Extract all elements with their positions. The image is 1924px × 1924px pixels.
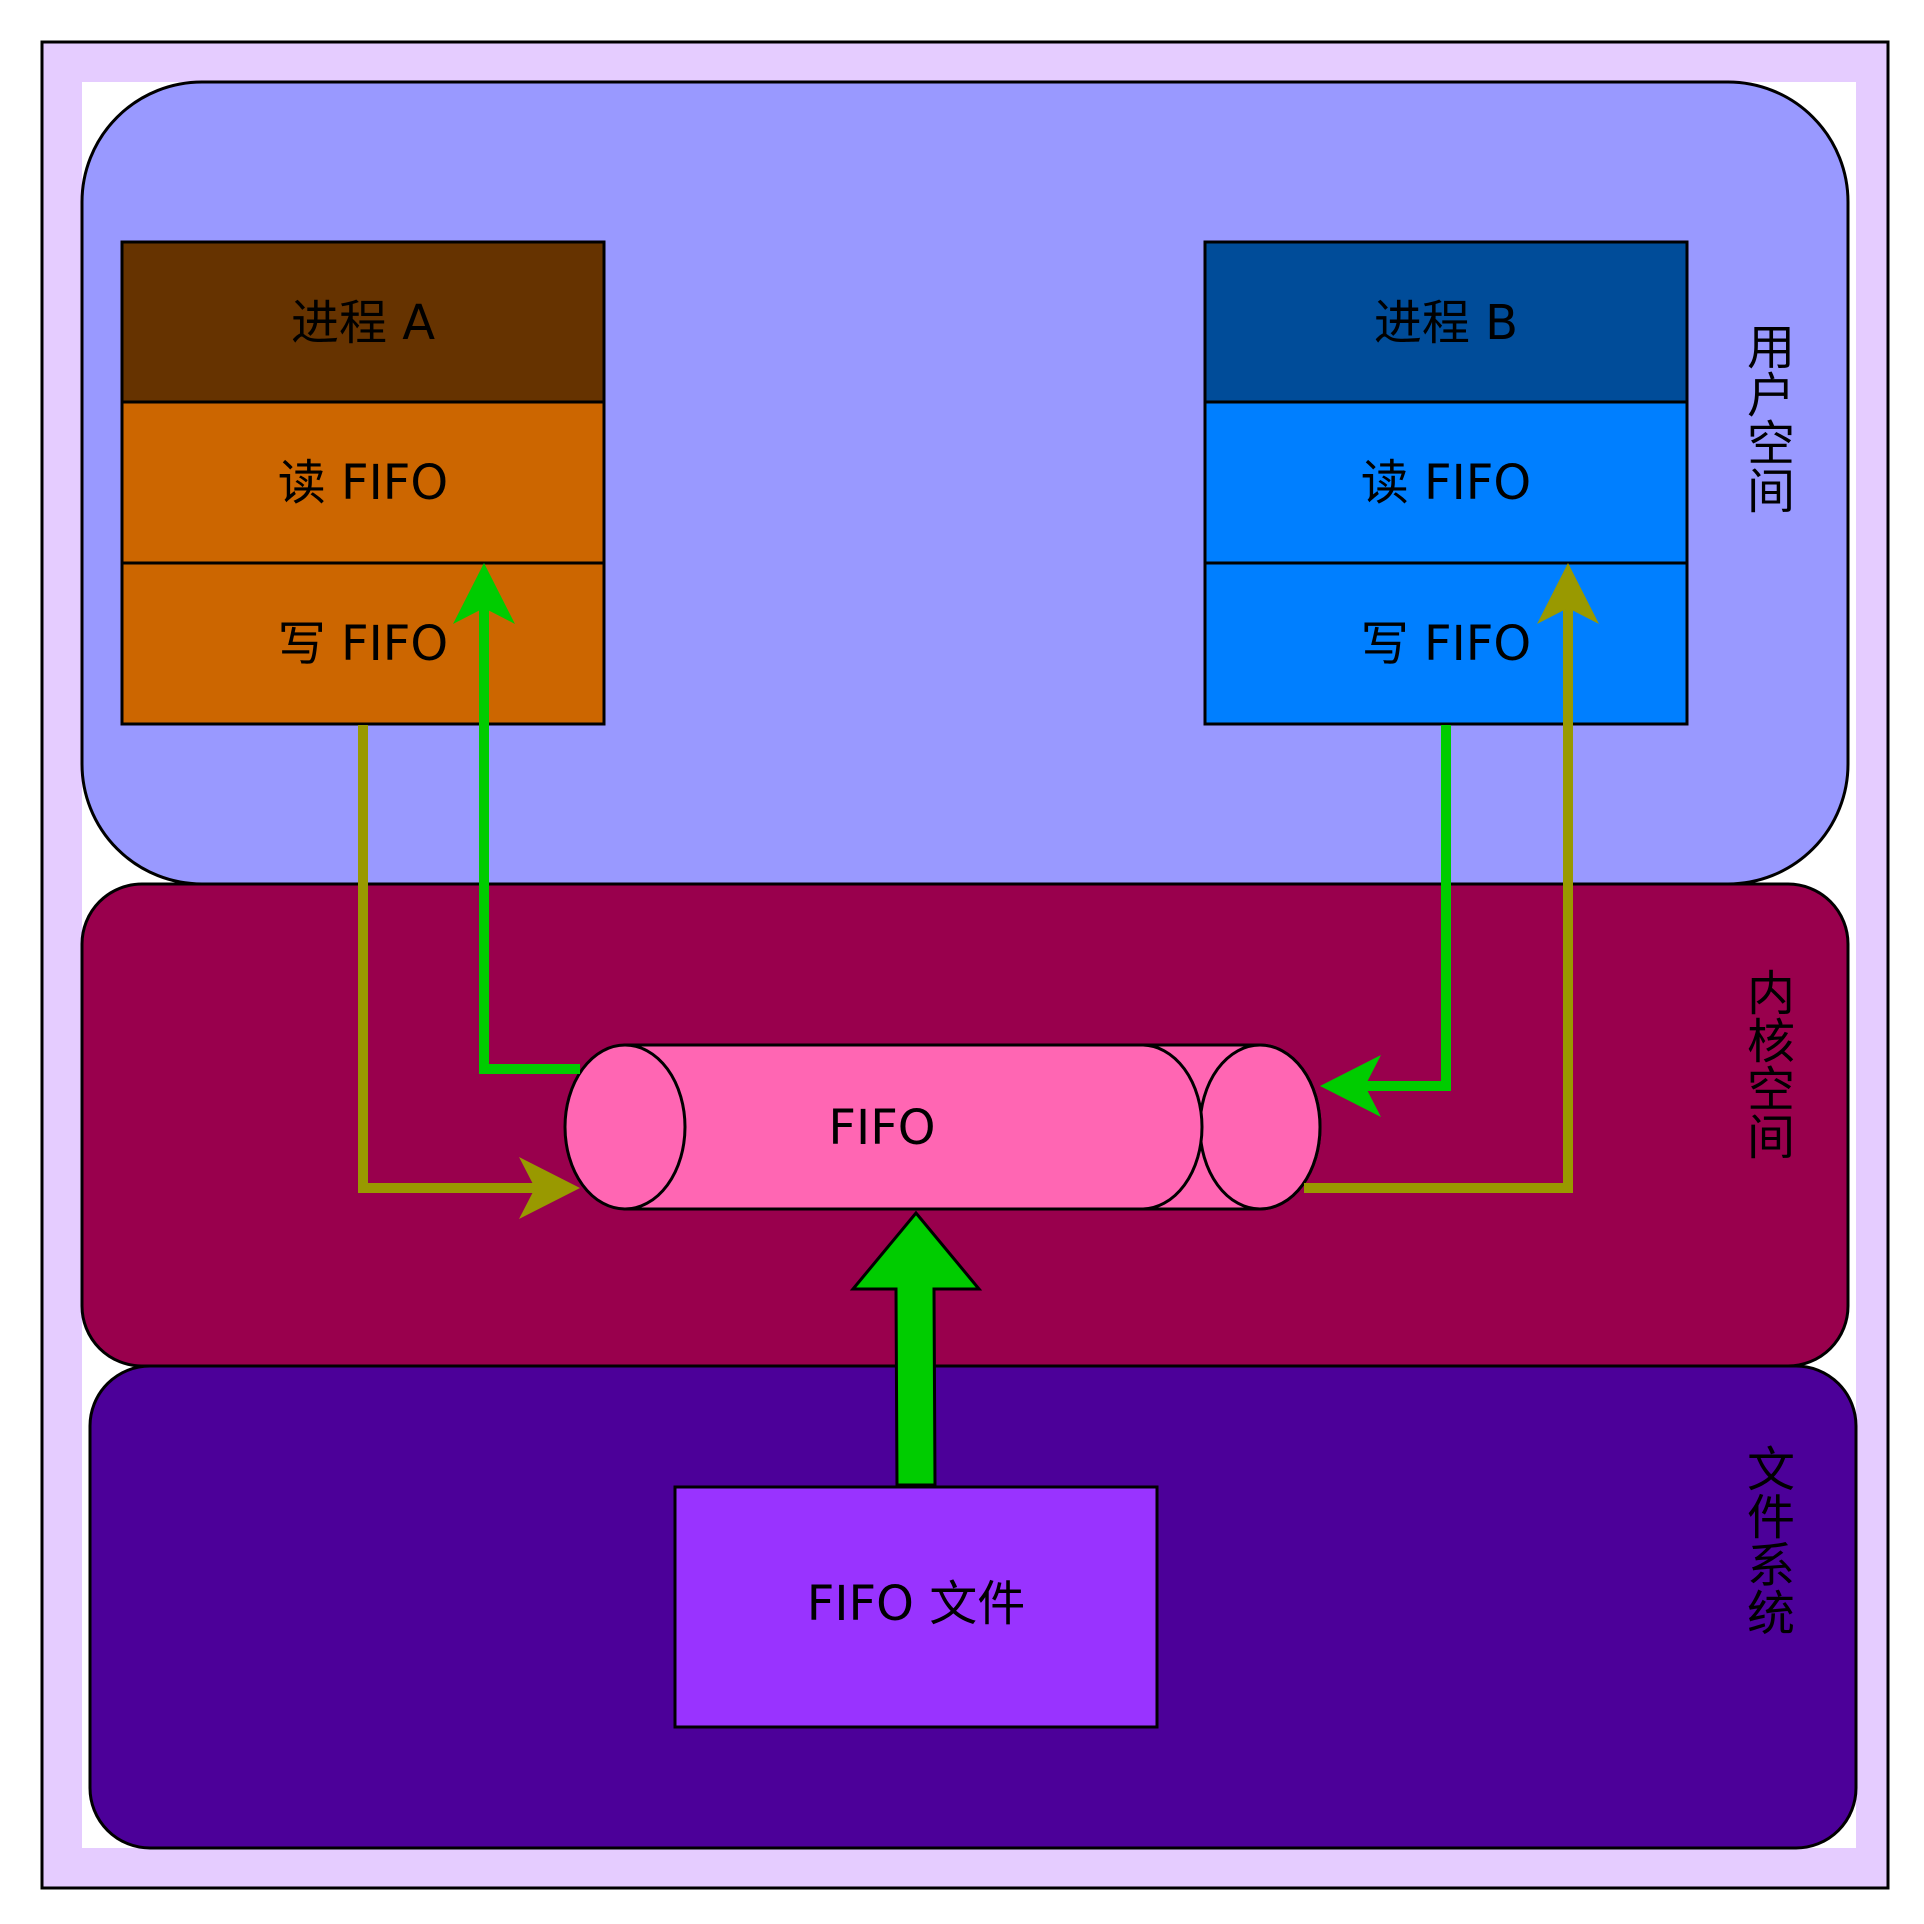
- fifo-pipe-right-end: [1198, 1043, 1322, 1211]
- fifo-to-process-a-read-line: [479, 600, 580, 1074]
- process-b-write-to-fifo-line: [1360, 725, 1451, 1091]
- process-a-read-box: [120, 400, 606, 565]
- file-system-label: 文件系统: [1738, 1444, 1794, 1636]
- fifo-to-process-b-read-line: [1304, 600, 1573, 1193]
- process-a-write-label: 写 FIFO: [278, 616, 448, 672]
- kernel-space-label: 内核空间: [1738, 968, 1794, 1160]
- process-a-write-to-fifo-line: [358, 725, 540, 1193]
- process-b-read-label: 读 FIFO: [1361, 455, 1531, 511]
- fifo-file-box: [673, 1485, 1159, 1729]
- fifo-pipe-left-end: [563, 1043, 687, 1211]
- process-a-read-label: 读 FIFO: [278, 455, 448, 511]
- process-a-title: 进程 A: [291, 295, 435, 351]
- process-b-write-box: [1203, 561, 1689, 726]
- fifo-to-process-a-read-arrow: [453, 563, 580, 1074]
- process-b-title: 进程 B: [1374, 295, 1518, 351]
- fifo-pipe-body: [623, 1043, 1204, 1211]
- fifo-to-process-b-read-head: [1537, 563, 1599, 624]
- process-b: 进程 B 读 FIFO 写 FIFO: [1203, 240, 1689, 726]
- fifo-pipe: FIFO: [563, 1043, 1322, 1211]
- process-b-write-to-fifo-arrow: [1320, 725, 1451, 1117]
- process-a: 进程 A 读 FIFO 写 FIFO: [120, 240, 606, 726]
- process-b-write-label: 写 FIFO: [1361, 616, 1531, 672]
- process-a-write-to-fifo-head: [519, 1157, 580, 1219]
- fifo-to-process-b-read-arrow: [1304, 563, 1599, 1193]
- process-a-title-box: [120, 240, 606, 404]
- fifo-file-label: FIFO 文件: [807, 1576, 1025, 1632]
- process-b-write-to-fifo-head: [1320, 1055, 1381, 1117]
- process-a-write-box: [120, 561, 606, 726]
- file-to-fifo-arrow: [849, 1210, 983, 1487]
- fifo-to-process-a-read-head: [453, 563, 515, 624]
- fifo-label: FIFO: [828, 1100, 935, 1156]
- process-a-write-to-fifo-arrow: [358, 725, 580, 1219]
- user-space-label: 用户空间: [1738, 322, 1794, 514]
